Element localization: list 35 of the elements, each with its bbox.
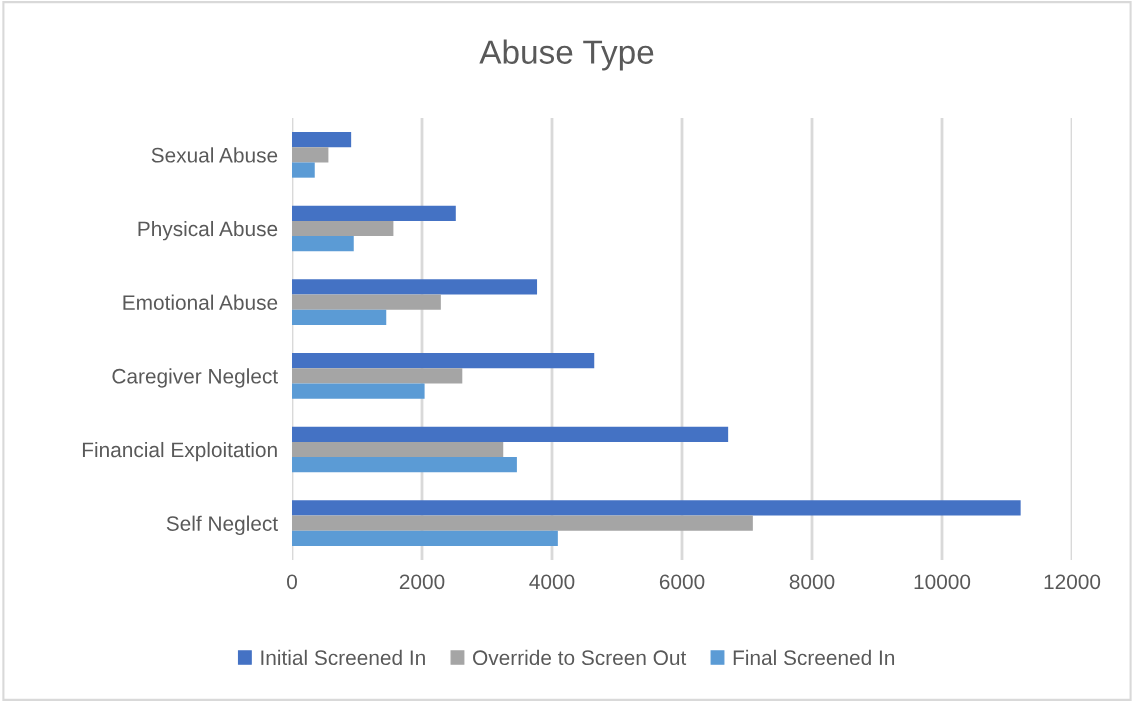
bar [292,383,425,399]
y-tick-label: Emotional Abuse [123,294,278,310]
bar [292,220,394,237]
bar [292,147,329,163]
x-tick-label: 12000 [1044,574,1101,590]
bar [292,368,463,384]
bar [292,530,558,546]
bar [292,457,517,473]
x-tick-label: 0 [287,574,297,590]
bar [292,279,538,295]
y-tick-label: Financial Exploitation [82,441,277,462]
x-tick-label: 10000 [914,574,971,590]
y-tick-label: Self Neglect [166,515,278,536]
bar [292,162,315,178]
bar [292,515,753,531]
bar [292,353,595,369]
y-tick-label: Caregiver Neglect [112,368,278,388]
bar [292,309,387,325]
legend-label: Final Screened In [733,649,895,666]
x-tick-label: 4000 [529,574,575,590]
x-tick-label: 6000 [659,574,705,590]
legend-label: Override to Screen Out [473,649,687,666]
bar [292,236,354,252]
y-tick-label: Sexual Abuse [151,147,278,163]
bar [292,500,1021,516]
bar [292,205,456,221]
x-tick-label: 2000 [399,574,445,590]
bar [292,132,352,148]
chart-title: Abuse Type [479,39,654,71]
x-tick-label: 8000 [789,574,835,590]
bar [292,426,729,442]
legend-label: Initial Screened In [261,649,425,666]
y-tick-label: Physical Abuse [138,220,278,241]
bar [292,441,504,458]
bar [292,294,441,310]
